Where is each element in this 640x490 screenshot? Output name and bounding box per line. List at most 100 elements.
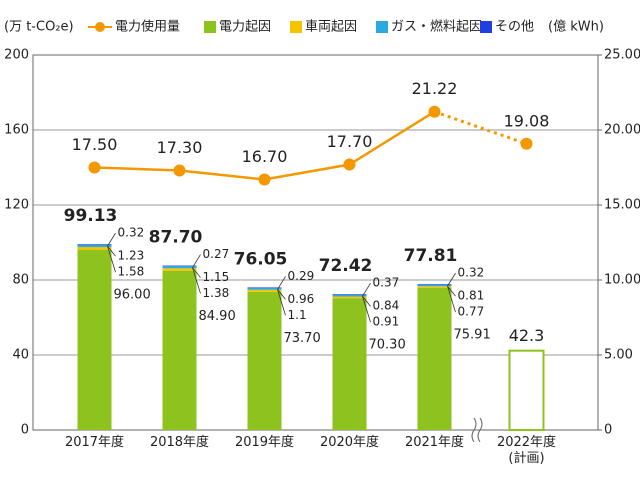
- legend-label: 電力起因: [219, 20, 271, 35]
- leader-line: [447, 272, 456, 287]
- bar-segment: [332, 294, 367, 295]
- x-tick-label: 2020年度: [320, 434, 379, 450]
- bar-segment-label: 1.15: [203, 270, 230, 284]
- bar-segment-label: 0.77: [458, 305, 485, 319]
- bar-segment: [332, 296, 367, 299]
- line-value-label: 17.50: [72, 135, 118, 154]
- line-point: [88, 161, 101, 174]
- line-point: [343, 158, 356, 171]
- y-tick-label: 200: [4, 48, 29, 63]
- line-value-label: 17.30: [157, 138, 203, 157]
- bar-segment: [162, 266, 197, 269]
- leader-line: [447, 285, 456, 313]
- bar-segment: [77, 244, 112, 248]
- bar-segment-label: 0.37: [373, 276, 400, 290]
- bar-segment-label: 96.00: [114, 288, 151, 303]
- bar-segment: [77, 247, 112, 250]
- leader-line: [447, 285, 456, 297]
- leader-line: [362, 283, 371, 297]
- total-label: 87.70: [149, 228, 203, 248]
- x-tick-label: 2019年度: [235, 434, 294, 450]
- total-label: 77.81: [404, 246, 458, 266]
- line-point: [428, 105, 441, 118]
- leader-line: [277, 289, 286, 300]
- y-tick-label: 40: [12, 348, 29, 363]
- bar-segment: [77, 250, 112, 430]
- leader-line: [107, 232, 116, 247]
- y-tick-label: 120: [4, 198, 29, 213]
- legend-swatch: [480, 21, 492, 33]
- leader-line: [362, 295, 371, 307]
- x-tick-label: 2018年度: [150, 434, 209, 450]
- bar-segment: [162, 265, 197, 267]
- bar-segment: [417, 284, 452, 285]
- y2-axis-label: (億 kWh): [548, 19, 604, 35]
- y-tick-label: 80: [12, 273, 29, 288]
- y-axis-label: (万 t-CO₂e): [4, 20, 74, 35]
- bar-segment: [417, 284, 452, 287]
- y2-tick-label: 10.00: [604, 273, 640, 288]
- total-label: 72.42: [319, 256, 373, 276]
- line-value-label: 16.70: [242, 147, 288, 166]
- leader-line: [192, 267, 201, 294]
- bar-segment-label: 0.29: [288, 269, 315, 283]
- bar-segment: [247, 291, 282, 430]
- legend-swatch: [290, 21, 302, 33]
- plot-frame: [32, 54, 599, 431]
- x-tick-label: 2022年度(計画): [497, 434, 556, 466]
- y2-tick-label: 25.00: [604, 48, 640, 63]
- legend-label: ガス・燃料起因: [391, 19, 482, 35]
- x-tick-label: 2021年度: [405, 434, 464, 450]
- bar-segment: [332, 298, 367, 430]
- bar-segment: [162, 270, 197, 430]
- bar-segment-label: 0.96: [288, 292, 315, 306]
- total-label: 76.05: [234, 249, 288, 269]
- bar-segment: [247, 287, 282, 288]
- line-series-plan: [434, 110, 527, 146]
- bar-segment-label: 0.91: [373, 315, 400, 329]
- bar-segment-label: 0.81: [458, 289, 485, 303]
- y2-tick-label: 0: [604, 423, 612, 438]
- bar-segment-label: 73.70: [284, 331, 321, 346]
- bar-segment: [332, 294, 367, 297]
- x-tick-label: 2017年度: [65, 434, 124, 450]
- line-point: [258, 173, 271, 186]
- leader-line: [362, 296, 371, 323]
- bar-segment: [247, 289, 282, 292]
- plan-bar: [508, 349, 545, 431]
- bar-segment-label: 0.32: [458, 266, 485, 280]
- line-point: [520, 137, 533, 150]
- leader-line: [192, 267, 201, 278]
- bar-segment-label: 84.90: [199, 309, 236, 324]
- bar-segment-label: 1.58: [118, 265, 145, 279]
- bar-segment-label: 75.91: [454, 328, 491, 343]
- leader-line: [107, 246, 116, 273]
- leader-line: [277, 289, 286, 316]
- line-value-label: 19.08: [504, 111, 550, 130]
- bar-segment-label: 1.1: [288, 308, 307, 322]
- y-tick-label: 160: [4, 123, 29, 138]
- plan-label: 42.3: [509, 326, 545, 345]
- bar-segment-label: 0.32: [118, 226, 145, 240]
- y2-tick-label: 15.00: [604, 198, 640, 213]
- bar-segment-label: 1.38: [203, 286, 230, 300]
- legend-marker: [95, 22, 105, 32]
- bar-segment: [77, 244, 112, 245]
- line-value-label: 21.22: [412, 79, 458, 98]
- line-value-label: 17.70: [327, 132, 373, 151]
- line-series: [94, 110, 436, 181]
- bar-segment: [162, 268, 197, 271]
- legend-label: その他: [495, 20, 534, 35]
- y2-tick-label: 20.00: [604, 123, 640, 138]
- y2-tick-label: 5.00: [604, 348, 633, 363]
- total-label: 99.13: [64, 206, 118, 226]
- legend-swatch: [204, 21, 216, 33]
- legend-label: 車両起因: [305, 20, 357, 35]
- leader-line: [277, 276, 286, 290]
- legend-label: 電力使用量: [115, 19, 180, 35]
- bar-segment-label: 1.23: [118, 249, 145, 263]
- leader-line: [192, 254, 201, 268]
- bar-segment: [247, 287, 282, 290]
- bar-segment: [417, 287, 452, 430]
